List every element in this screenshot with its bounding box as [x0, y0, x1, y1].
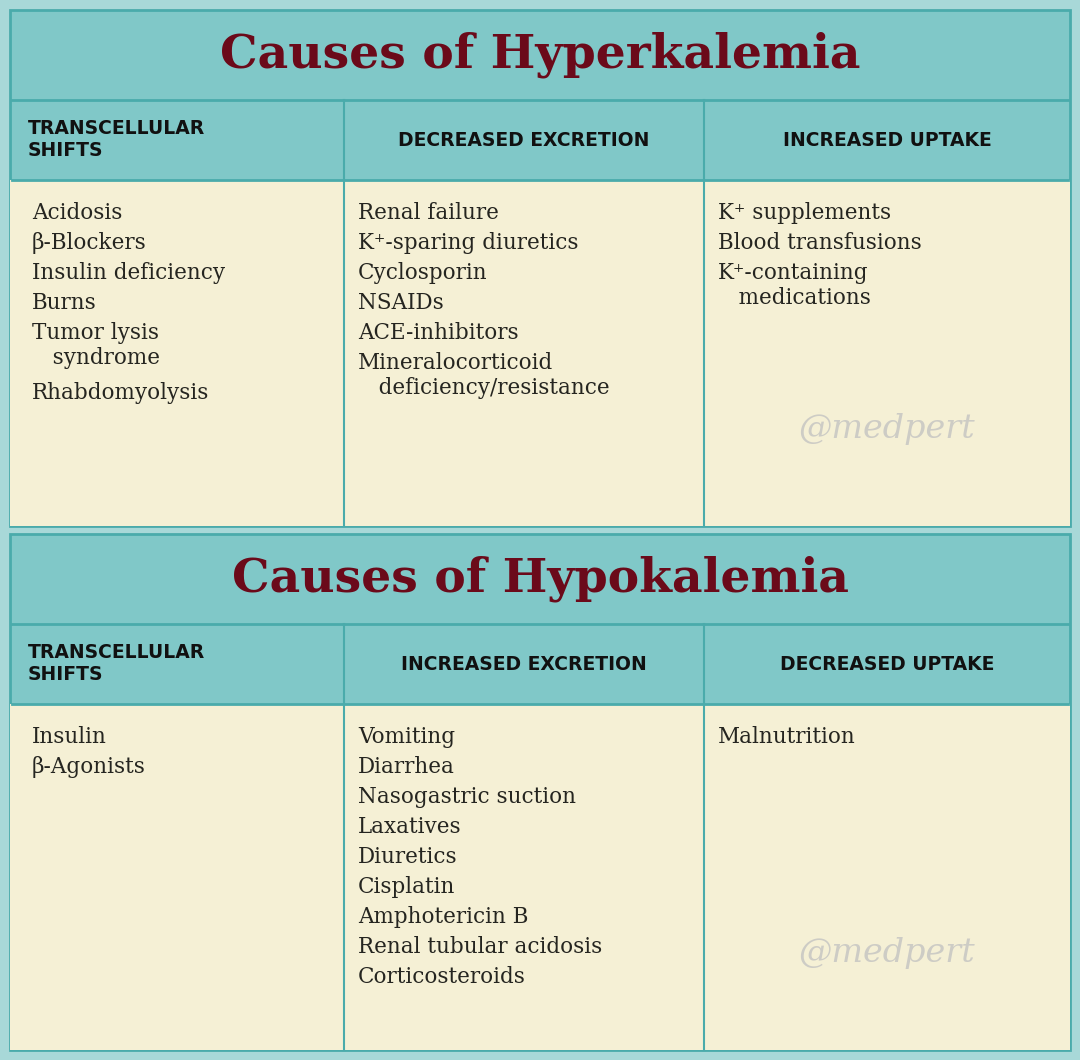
Text: Diuretics: Diuretics: [357, 846, 458, 868]
Text: Amphotericin B: Amphotericin B: [357, 906, 528, 928]
Text: Cisplatin: Cisplatin: [357, 876, 456, 898]
Text: Laxatives: Laxatives: [357, 816, 461, 838]
Text: Insulin deficiency: Insulin deficiency: [32, 262, 225, 284]
Text: Malnutrition: Malnutrition: [718, 726, 856, 748]
Text: DECREASED EXCRETION: DECREASED EXCRETION: [399, 130, 650, 149]
Text: TRANSCELLULAR
SHIFTS: TRANSCELLULAR SHIFTS: [28, 643, 205, 685]
Text: @medpert: @medpert: [799, 937, 975, 969]
Text: DECREASED UPTAKE: DECREASED UPTAKE: [780, 654, 995, 673]
Bar: [10, 10, 1070, 526]
Text: ACE-inhibitors: ACE-inhibitors: [357, 322, 518, 344]
Text: Nasogastric suction: Nasogastric suction: [357, 787, 576, 808]
Text: β-Agonists: β-Agonists: [32, 756, 146, 778]
Text: Cyclosporin: Cyclosporin: [357, 262, 487, 284]
Text: Rhabdomyolysis: Rhabdomyolysis: [32, 382, 210, 404]
Text: Diarrhea: Diarrhea: [357, 756, 455, 778]
Bar: [10, 704, 1070, 1050]
Text: TRANSCELLULAR
SHIFTS: TRANSCELLULAR SHIFTS: [28, 120, 205, 160]
Bar: [10, 180, 1070, 526]
Text: Blood transfusions: Blood transfusions: [718, 232, 922, 254]
Text: Burns: Burns: [32, 292, 97, 314]
Text: Renal tubular acidosis: Renal tubular acidosis: [357, 936, 603, 958]
Text: K⁺ supplements: K⁺ supplements: [718, 202, 891, 224]
Text: Acidosis: Acidosis: [32, 202, 122, 224]
Text: Renal failure: Renal failure: [357, 202, 499, 224]
Text: NSAIDs: NSAIDs: [357, 292, 444, 314]
Text: K⁺-sparing diuretics: K⁺-sparing diuretics: [357, 232, 579, 254]
Text: Mineralocorticoid
   deficiency/resistance: Mineralocorticoid deficiency/resistance: [357, 352, 609, 400]
Text: Tumor lysis
   syndrome: Tumor lysis syndrome: [32, 322, 160, 369]
Text: INCREASED EXCRETION: INCREASED EXCRETION: [402, 654, 647, 673]
Text: Vomiting: Vomiting: [357, 726, 455, 748]
Text: @medpert: @medpert: [799, 413, 975, 445]
Text: Corticosteroids: Corticosteroids: [357, 966, 526, 988]
Text: Insulin: Insulin: [32, 726, 107, 748]
Bar: [10, 534, 1070, 1050]
Text: Causes of Hyperkalemia: Causes of Hyperkalemia: [219, 32, 861, 78]
Text: INCREASED UPTAKE: INCREASED UPTAKE: [783, 130, 991, 149]
Text: K⁺-containing
   medications: K⁺-containing medications: [718, 262, 872, 310]
Text: β-Blockers: β-Blockers: [32, 232, 147, 254]
Text: Causes of Hypokalemia: Causes of Hypokalemia: [231, 555, 849, 602]
